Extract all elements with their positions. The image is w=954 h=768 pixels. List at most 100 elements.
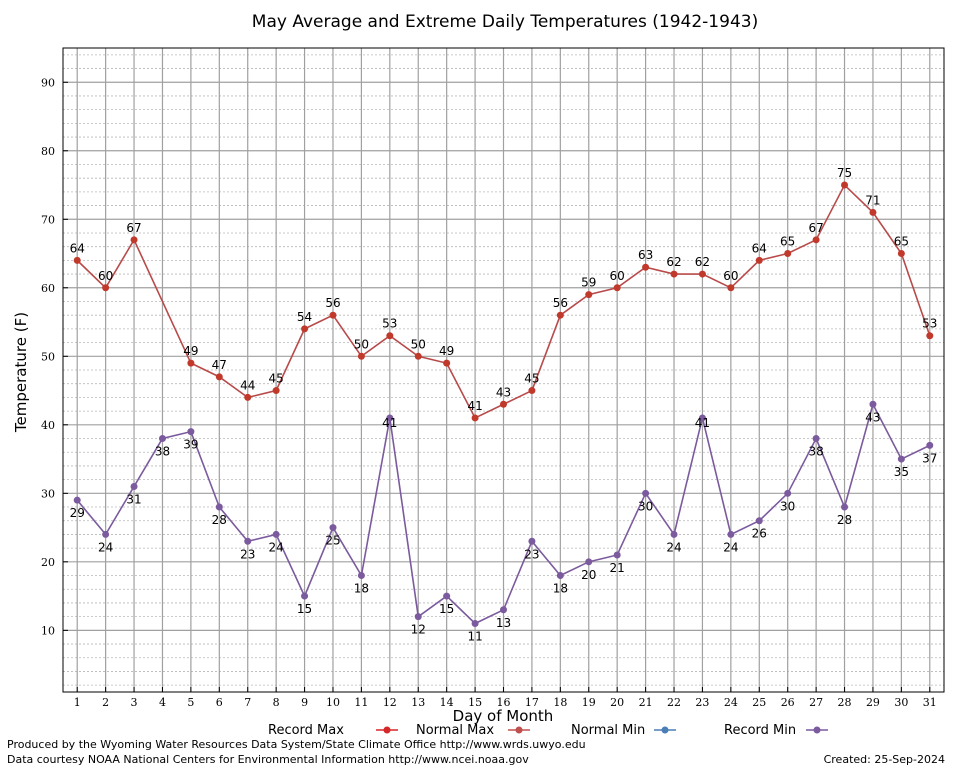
normal-max-point — [556, 311, 564, 319]
record-min-data-label: 43 — [865, 410, 880, 424]
y-tick-label: 60 — [41, 282, 55, 295]
record-min-data-label: 29 — [70, 506, 85, 520]
record-min-data-label: 24 — [666, 540, 681, 554]
normal-max-data-label: 65 — [780, 235, 795, 249]
normal-max-point — [102, 284, 110, 292]
normal-max-data-label: 67 — [126, 221, 141, 235]
legend-marker-normal-max — [515, 726, 523, 734]
x-tick-label: 1 — [74, 696, 81, 709]
record-min-point — [443, 592, 451, 600]
x-tick-label: 5 — [187, 696, 194, 709]
normal-max-point — [130, 236, 138, 244]
record-min-data-label: 24 — [98, 540, 113, 554]
record-min-data-label: 24 — [723, 540, 738, 554]
y-tick-label: 80 — [41, 145, 55, 158]
record-min-point — [926, 441, 934, 449]
normal-max-data-label: 60 — [723, 269, 738, 283]
normal-max-data-label: 43 — [496, 385, 511, 399]
record-min-point — [869, 400, 877, 408]
x-tick-label: 12 — [383, 696, 397, 709]
record-min-point — [585, 558, 593, 566]
normal-max-point — [414, 352, 422, 360]
record-min-data-label: 12 — [411, 623, 426, 637]
x-tick-label: 19 — [582, 696, 596, 709]
record-min-point — [500, 606, 507, 614]
normal-max-data-label: 67 — [808, 221, 823, 235]
normal-max-data-label: 53 — [382, 317, 397, 331]
normal-max-point — [727, 284, 735, 292]
record-min-point — [158, 435, 166, 443]
normal-max-data-label: 49 — [183, 344, 198, 358]
x-tick-label: 10 — [326, 696, 340, 709]
x-tick-label: 8 — [273, 696, 280, 709]
x-tick-label: 23 — [695, 696, 709, 709]
legend-marker-record-max — [383, 726, 391, 734]
x-tick-label: 2 — [102, 696, 109, 709]
normal-max-data-label: 65 — [894, 235, 909, 249]
record-min-data-label: 18 — [354, 582, 369, 596]
footer-credit-line1: Produced by the Wyoming Water Resources … — [7, 738, 586, 751]
record-min-data-label: 28 — [837, 513, 852, 527]
normal-max-point — [73, 256, 81, 264]
footer-credit-line2: Data courtesy NOAA National Centers for … — [7, 753, 529, 766]
x-tick-label: 28 — [838, 696, 852, 709]
record-min-data-label: 25 — [325, 534, 340, 548]
x-tick-label: 11 — [354, 696, 368, 709]
x-tick-label: 6 — [216, 696, 223, 709]
record-min-data-label: 15 — [297, 602, 312, 616]
y-tick-label: 30 — [41, 487, 55, 500]
normal-max-line — [76, 183, 931, 420]
normal-max-data-label: 54 — [297, 310, 312, 324]
x-tick-label: 16 — [497, 696, 511, 709]
record-min-point — [386, 414, 394, 422]
legend-marker-record-min — [813, 726, 821, 734]
normal-max-point — [500, 400, 507, 408]
normal-max-data-label: 64 — [752, 241, 767, 255]
record-min-data-label: 30 — [638, 499, 653, 513]
normal-max-point — [755, 256, 763, 264]
x-tick-label: 29 — [866, 696, 880, 709]
normal-max-data-label: 71 — [865, 193, 880, 207]
normal-max-data-label: 41 — [467, 399, 482, 413]
record-min-point — [357, 572, 365, 580]
record-min-data-label: 41 — [382, 416, 397, 430]
record-min-data-label: 24 — [269, 540, 284, 554]
normal-max-data-label: 49 — [439, 344, 454, 358]
y-tick-label: 40 — [41, 419, 55, 432]
y-axis-label: Temperature (F) — [12, 312, 30, 433]
record-min-data-label: 37 — [922, 451, 937, 465]
normal-max-point — [528, 387, 536, 395]
record-min-point — [244, 537, 252, 545]
normal-max-data-label: 62 — [666, 255, 681, 269]
y-tick-label: 20 — [41, 556, 55, 569]
record-min-data-label: 39 — [183, 438, 198, 452]
y-tick-label: 90 — [41, 76, 55, 89]
record-min-data-label: 30 — [780, 499, 795, 513]
record-min-point — [897, 455, 905, 463]
x-tick-label: 18 — [553, 696, 567, 709]
legend-label-normal-max: Normal Max — [416, 723, 494, 738]
normal-max-data-label: 47 — [212, 358, 227, 372]
x-tick-label: 31 — [923, 696, 937, 709]
normal-max-data-label: 64 — [70, 241, 85, 255]
normal-max-data-label: 75 — [837, 166, 852, 180]
x-tick-label: 14 — [440, 696, 454, 709]
normal-max-point — [642, 263, 650, 271]
record-min-point — [556, 572, 564, 580]
record-min-data-label: 38 — [808, 445, 823, 459]
normal-max-point — [471, 414, 479, 422]
normal-max-point — [897, 250, 905, 258]
normal-max-data-label: 45 — [269, 372, 284, 386]
record-min-point — [812, 435, 820, 443]
record-min-data-label: 28 — [212, 513, 227, 527]
normal-max-data-label: 50 — [354, 337, 369, 351]
x-tick-label: 22 — [667, 696, 681, 709]
x-tick-label: 24 — [724, 696, 738, 709]
record-min-point — [841, 503, 849, 511]
normal-max-point — [926, 332, 934, 340]
normal-max-data-label: 63 — [638, 248, 653, 262]
record-min-point — [784, 489, 792, 497]
normal-max-data-label: 60 — [610, 269, 625, 283]
normal-max-point — [670, 270, 678, 278]
